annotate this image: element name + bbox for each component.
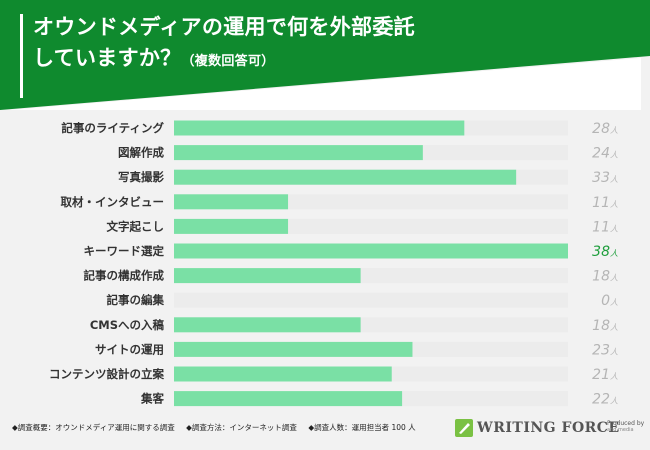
category-label: 記事のライティング — [61, 121, 164, 135]
panel-background — [9, 58, 641, 110]
brand-logo: WRITING FORCE Produced by and media — [455, 416, 645, 442]
value-label: 11人 — [592, 195, 618, 211]
value-label: 11人 — [592, 219, 618, 235]
value-label: 24人 — [592, 146, 618, 162]
footer-count: ◆調査人数：運用担当者 100 人 — [308, 423, 416, 432]
title-line-2: していますか？（複数回答可） — [33, 43, 415, 77]
chart-title: オウンドメディアの運用で何を外部委託 していますか？（複数回答可） — [33, 12, 415, 77]
brand-name: WRITING FORCE — [477, 420, 620, 436]
category-label: 図解作成 — [118, 146, 164, 160]
value-label: 0人 — [601, 293, 618, 309]
bar — [174, 218, 289, 234]
category-label: 集客 — [140, 392, 164, 406]
value-label: 22人 — [592, 392, 618, 408]
bar-track — [174, 292, 568, 308]
brand-producer: Produced by and media — [607, 420, 644, 434]
value-label: 18人 — [592, 318, 618, 334]
value-label: 38人 — [592, 244, 618, 260]
value-label: 33人 — [592, 170, 618, 186]
title-line-1: オウンドメディアの運用で何を外部委託 — [33, 15, 415, 39]
bar — [174, 366, 392, 382]
bar — [174, 194, 289, 210]
footer-method: ◆調査方法：インターネット調査 — [186, 423, 297, 432]
category-label: サイトの運用 — [95, 342, 164, 356]
bar — [174, 243, 568, 259]
category-label: 写真撮影 — [118, 170, 164, 184]
bar — [174, 391, 403, 407]
bar — [174, 120, 465, 136]
bar — [174, 268, 361, 284]
header-background — [0, 0, 650, 110]
bar — [174, 341, 413, 357]
value-label: 18人 — [592, 269, 618, 285]
brand-by-line1: Produced by — [607, 420, 645, 427]
survey-footer: ◆調査概要：オウンドメディア運用に関する調査 ◆調査方法：インターネット調査 ◆… — [12, 422, 425, 433]
footer-overview: ◆調査概要：オウンドメディア運用に関する調査 — [12, 423, 175, 432]
bar — [174, 169, 517, 185]
category-label: 記事の編集 — [107, 293, 165, 307]
category-label: コンテンツ設計の立案 — [49, 367, 164, 381]
bar — [174, 145, 423, 161]
category-label: キーワード選定 — [84, 244, 165, 258]
value-label: 28人 — [592, 121, 618, 137]
value-label: 23人 — [592, 342, 618, 358]
title-question: していますか？ — [33, 46, 182, 70]
category-label: 記事の構成作成 — [84, 269, 165, 283]
brand-by-line2: and media — [607, 427, 634, 433]
category-label: 取材・インタビュー — [61, 195, 165, 209]
title-accent-bar — [20, 14, 23, 98]
value-label: 21人 — [592, 367, 618, 383]
title-note: （複数回答可） — [181, 54, 275, 69]
category-label: CMSへの入稿 — [90, 318, 165, 332]
pen-logo-icon — [455, 419, 473, 437]
bar — [174, 317, 361, 333]
category-label: 文字起こし — [107, 219, 165, 233]
